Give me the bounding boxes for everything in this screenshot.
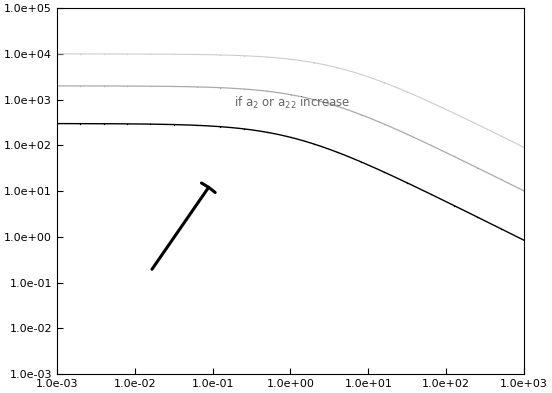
Text: if a$_2$ or a$_{22}$ increase: if a$_2$ or a$_{22}$ increase	[235, 94, 351, 110]
